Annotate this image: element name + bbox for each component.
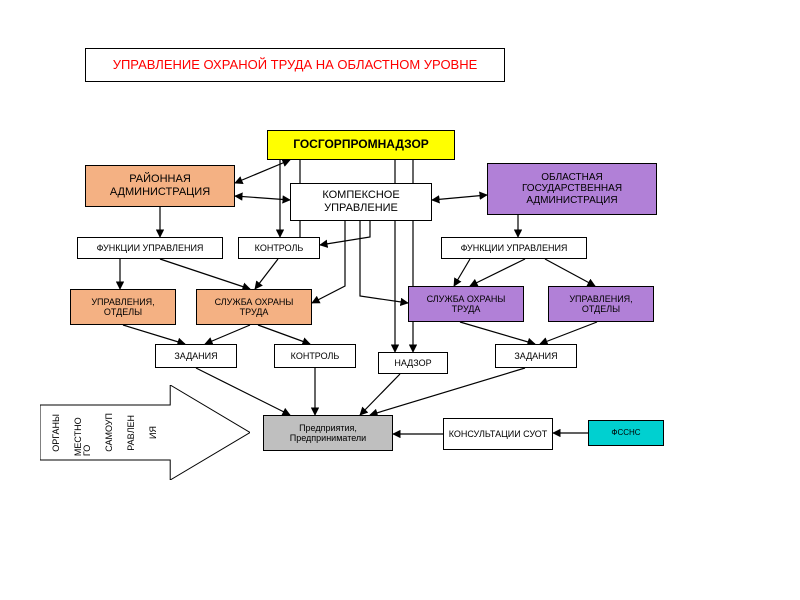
node-sluzh_r: СЛУЖБА ОХРАНЫ ТРУДА bbox=[408, 286, 524, 322]
node-konsult: КОНСУЛЬТАЦИИ СУОТ bbox=[443, 418, 553, 450]
edge-14 bbox=[360, 221, 408, 303]
edge-16 bbox=[205, 325, 250, 344]
node-label: ФУНКЦИИ УПРАВЛЕНИЯ bbox=[97, 243, 204, 253]
edge-9 bbox=[255, 259, 278, 289]
node-pred: Предприятия, Предприниматели bbox=[263, 415, 393, 451]
node-title: УПРАВЛЕНИЕ ОХРАНОЙ ТРУДА НА ОБЛАСТНОМ УР… bbox=[85, 48, 505, 82]
node-label: КОНСУЛЬТАЦИИ СУОТ bbox=[449, 429, 548, 439]
edge-19 bbox=[540, 322, 597, 344]
edge-0 bbox=[235, 160, 290, 183]
node-zad_r: ЗАДАНИЯ bbox=[495, 344, 577, 368]
node-label: КОНТРОЛЬ bbox=[255, 243, 304, 253]
node-label: ФССНС bbox=[611, 428, 640, 437]
node-label: УПРАВЛЕНИЕ ОХРАНОЙ ТРУДА НА ОБЛАСТНОМ УР… bbox=[113, 58, 478, 73]
edge-18 bbox=[460, 322, 535, 344]
node-label: СЛУЖБА ОХРАНЫ ТРУДА bbox=[413, 294, 519, 315]
node-func_r: ФУНКЦИИ УПРАВЛЕНИЯ bbox=[441, 237, 587, 259]
node-kontrol1: КОНТРОЛЬ bbox=[238, 237, 320, 259]
node-kompleks: КОМПЕКСНОЕ УПРАВЛЕНИЕ bbox=[290, 183, 432, 221]
edge-28 bbox=[312, 221, 345, 303]
edge-8 bbox=[160, 259, 250, 289]
edge-5 bbox=[320, 221, 370, 245]
node-label: ГОСГОРПРОМНАДЗОР bbox=[293, 138, 429, 152]
node-rayon: РАЙОННАЯ АДМИНИСТРАЦИЯ bbox=[85, 165, 235, 207]
edge-12 bbox=[470, 259, 525, 286]
node-gosgor: ГОСГОРПРОМНАДЗОР bbox=[267, 130, 455, 160]
node-label: НАДЗОР bbox=[394, 358, 431, 368]
node-oblast: ОБЛАСТНАЯ ГОСУДАРСТВЕННАЯ АДМИНИСТРАЦИЯ bbox=[487, 163, 657, 215]
edge-15 bbox=[123, 325, 185, 344]
node-fssns: ФССНС bbox=[588, 420, 664, 446]
node-label: ЗАДАНИЯ bbox=[514, 351, 557, 361]
edge-25 bbox=[370, 368, 525, 415]
edge-1 bbox=[432, 195, 487, 200]
node-func_l: ФУНКЦИИ УПРАВЛЕНИЯ bbox=[77, 237, 223, 259]
node-label: ФУНКЦИИ УПРАВЛЕНИЯ bbox=[461, 243, 568, 253]
node-label: РАЙОННАЯ АДМИНИСТРАЦИЯ bbox=[90, 173, 230, 198]
node-label: Предприятия, Предприниматели bbox=[268, 423, 388, 444]
node-upr_l: УПРАВЛЕНИЯ, ОТДЕЛЫ bbox=[70, 289, 176, 325]
node-sluzh_l: СЛУЖБА ОХРАНЫ ТРУДА bbox=[196, 289, 312, 325]
big-arrow-label: ОРГАНЫМЕСТНО ГОСАМОУПРАВЛЕНИЯ bbox=[46, 409, 164, 456]
node-nadzor: НАДЗОР bbox=[378, 352, 448, 374]
edge-17 bbox=[258, 325, 310, 344]
edge-24 bbox=[360, 374, 400, 415]
edge-2 bbox=[235, 196, 290, 200]
node-label: УПРАВЛЕНИЯ, ОТДЕЛЫ bbox=[553, 294, 649, 315]
edge-13 bbox=[545, 259, 595, 286]
edge-11 bbox=[454, 259, 470, 286]
node-upr_r: УПРАВЛЕНИЯ, ОТДЕЛЫ bbox=[548, 286, 654, 322]
node-label: УПРАВЛЕНИЯ, ОТДЕЛЫ bbox=[75, 297, 171, 318]
node-label: ОБЛАСТНАЯ ГОСУДАРСТВЕННАЯ АДМИНИСТРАЦИЯ bbox=[492, 172, 652, 207]
node-label: СЛУЖБА ОХРАНЫ ТРУДА bbox=[201, 297, 307, 318]
node-kontrol2: КОНТРОЛЬ bbox=[274, 344, 356, 368]
node-label: КОМПЕКСНОЕ УПРАВЛЕНИЕ bbox=[295, 189, 427, 214]
diagram-canvas: УПРАВЛЕНИЕ ОХРАНОЙ ТРУДА НА ОБЛАСТНОМ УР… bbox=[0, 0, 800, 600]
node-label: КОНТРОЛЬ bbox=[291, 351, 340, 361]
node-zad_l: ЗАДАНИЯ bbox=[155, 344, 237, 368]
node-label: ЗАДАНИЯ bbox=[174, 351, 217, 361]
